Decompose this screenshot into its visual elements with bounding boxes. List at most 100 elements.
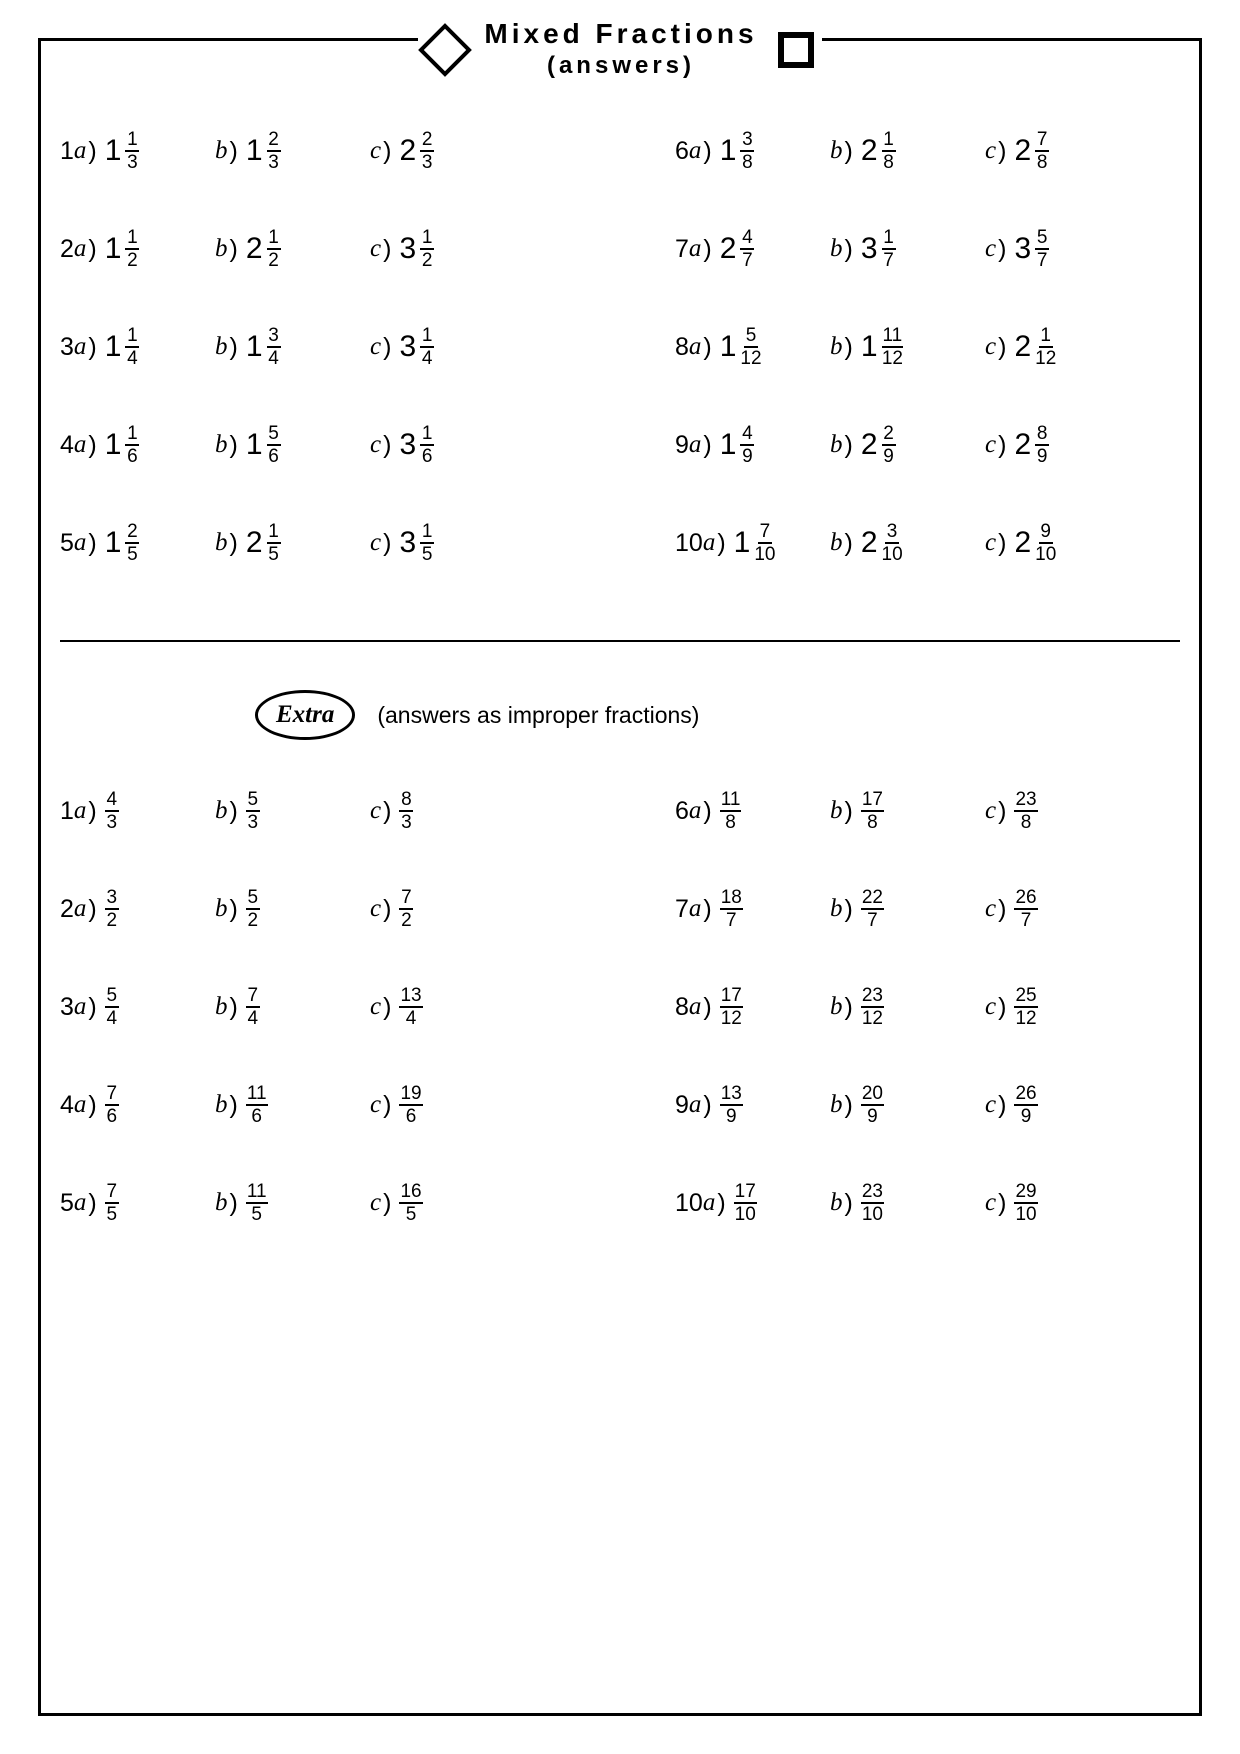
denominator: 2 (125, 250, 139, 270)
answer-cell: b)2310 (830, 1182, 985, 1224)
numerator: 23 (861, 986, 884, 1008)
denominator: 3 (399, 812, 413, 832)
paren: ) (383, 137, 391, 166)
question-letter: b (215, 137, 228, 165)
numerator: 1 (125, 326, 139, 348)
numerator: 4 (740, 228, 754, 250)
question-letter: b (215, 1091, 228, 1119)
paren: ) (845, 993, 853, 1022)
numerator: 3 (885, 522, 899, 544)
numerator: 1 (420, 326, 434, 348)
answer-cell: b)52 (215, 888, 370, 930)
answer-row: 9a)139b)209c)269 (675, 1084, 1180, 1126)
question-letter: b (215, 333, 228, 361)
numerator: 7 (399, 888, 413, 910)
denominator: 6 (404, 1106, 418, 1126)
denominator: 8 (1019, 812, 1033, 832)
question-number: 3 (60, 993, 74, 1022)
whole-number: 1 (720, 330, 737, 364)
paren: ) (703, 797, 711, 826)
fraction: 112 (1035, 326, 1056, 368)
numerator: 8 (399, 790, 413, 812)
question-letter: a (74, 333, 87, 361)
paren: ) (230, 895, 238, 924)
numerator: 11 (246, 1182, 268, 1204)
question-letter: c (985, 1091, 996, 1119)
whole-number: 1 (105, 428, 122, 462)
fraction: 15 (420, 522, 434, 564)
denominator: 12 (1035, 348, 1056, 368)
question-letter: a (689, 137, 702, 165)
answer-cell: 3a)54 (60, 986, 215, 1028)
numerator: 13 (399, 986, 422, 1008)
denominator: 3 (420, 152, 434, 172)
fraction: 29 (882, 424, 896, 466)
answer-cell: b)209 (830, 1084, 985, 1126)
question-letter: b (215, 235, 228, 263)
question-letter: c (370, 333, 381, 361)
paren: ) (998, 1189, 1006, 1218)
fraction: 115 (246, 1182, 268, 1224)
question-letter: a (689, 431, 702, 459)
numerator: 1 (267, 228, 281, 250)
answer-cell: b)215 (215, 522, 370, 564)
fraction: 78 (1035, 130, 1049, 172)
paren: ) (383, 1091, 391, 1120)
whole-number: 1 (720, 134, 737, 168)
numerator: 5 (246, 888, 260, 910)
answer-cell: c)2512 (985, 986, 1140, 1028)
fraction: 196 (399, 1084, 422, 1126)
question-letter: a (74, 895, 87, 923)
paren: ) (845, 797, 853, 826)
question-letter: a (74, 431, 87, 459)
fraction: 23 (267, 130, 281, 172)
numerator: 4 (105, 790, 119, 812)
question-letter: a (703, 1189, 716, 1217)
fraction: 134 (399, 986, 422, 1028)
paren: ) (998, 333, 1006, 362)
question-number: 4 (60, 431, 74, 460)
numerator: 1 (125, 228, 139, 250)
diamond-icon (419, 23, 473, 77)
denominator: 12 (882, 348, 903, 368)
answer-cell: 7a)187 (675, 888, 830, 930)
answer-cell: 10a)1710 (675, 522, 830, 564)
numerator: 13 (720, 1084, 743, 1106)
answer-cell: 9a)139 (675, 1084, 830, 1126)
whole-number: 1 (246, 330, 263, 364)
answer-cell: 9a)149 (675, 424, 830, 466)
paren: ) (703, 993, 711, 1022)
numerator: 16 (399, 1182, 422, 1204)
denominator: 12 (1015, 1008, 1036, 1028)
question-letter: a (703, 529, 716, 557)
numerator: 23 (861, 1182, 884, 1204)
paren: ) (845, 137, 853, 166)
paren: ) (88, 235, 96, 264)
numerator: 17 (861, 790, 884, 812)
denominator: 5 (125, 544, 139, 564)
fraction: 25 (125, 522, 139, 564)
question-letter: c (985, 797, 996, 825)
paren: ) (230, 235, 238, 264)
answer-row: 4a)116b)156c)316 (60, 424, 565, 466)
question-letter: a (689, 797, 702, 825)
answer-cell: c)165 (370, 1182, 525, 1224)
paren: ) (998, 137, 1006, 166)
numerator: 20 (861, 1084, 884, 1106)
denominator: 2 (399, 910, 413, 930)
question-letter: b (830, 1091, 843, 1119)
fraction: 14 (420, 326, 434, 368)
whole-number: 3 (1014, 232, 1031, 266)
fraction: 74 (246, 986, 260, 1028)
question-letter: c (370, 895, 381, 923)
extra-header: Extra (answers as improper fractions) (60, 690, 1180, 740)
question-number: 6 (675, 797, 689, 826)
question-letter: c (985, 529, 996, 557)
paren: ) (845, 895, 853, 924)
whole-number: 1 (105, 526, 122, 560)
question-letter: b (830, 895, 843, 923)
paren: ) (703, 1091, 711, 1120)
answer-cell: b)11112 (830, 326, 985, 368)
whole-number: 1 (105, 330, 122, 364)
denominator: 3 (105, 812, 119, 832)
